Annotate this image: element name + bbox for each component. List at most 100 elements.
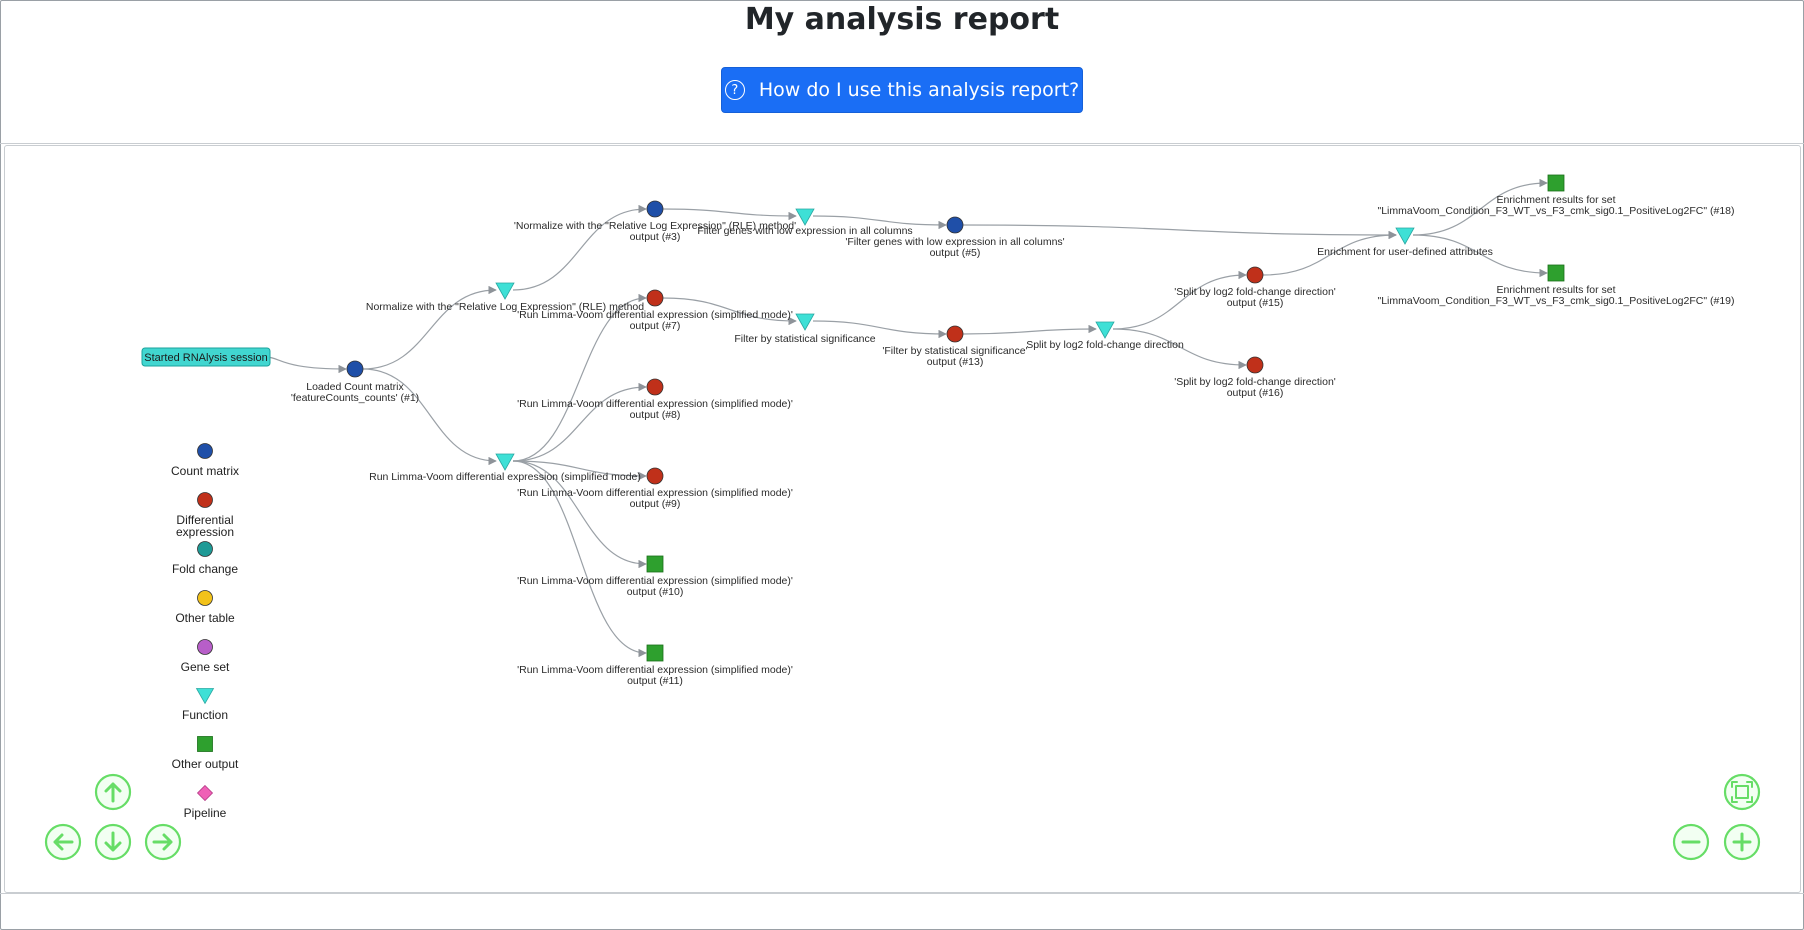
- graph-node-label: output (#15): [1227, 297, 1284, 309]
- pan-right-button[interactable]: [144, 823, 182, 861]
- graph-node-label: Loaded Count matrix: [306, 381, 404, 393]
- graph-node-f_filter_sig[interactable]: Filter by statistical significance: [734, 313, 876, 345]
- graph-edge: [1112, 328, 1247, 370]
- graph-node-label: "LimmaVoom_Condition_F3_WT_vs_F3_cmk_sig…: [1377, 295, 1734, 307]
- graph-node-label: output (#13): [927, 356, 984, 368]
- graph-node-n16[interactable]: 'Split by log2 fold-change direction'out…: [1174, 356, 1336, 399]
- graph-node-n1[interactable]: Loaded Count matrix'featureCounts_counts…: [291, 360, 419, 404]
- legend-label: Pipeline: [184, 806, 227, 820]
- arrow-right-icon: [152, 833, 173, 851]
- graph-node-label: output (#11): [627, 675, 683, 687]
- legend-label: Function: [182, 708, 228, 722]
- graph-node-label: Split by log2 fold-change direction: [1026, 339, 1184, 351]
- fit-to-screen-button[interactable]: [1723, 773, 1761, 811]
- graph-node-label: 'Filter genes with low expression in all…: [845, 236, 1064, 248]
- graph-edge: [812, 320, 947, 339]
- arrow-left-icon: [53, 833, 74, 851]
- graph-node-label: 'Run Limma-Voom differential expression …: [517, 398, 793, 410]
- pan-down-button[interactable]: [94, 823, 132, 861]
- analysis-graph-panel[interactable]: Started RNAlysis session Loaded Count mat…: [4, 145, 1801, 893]
- graph-edge: [512, 460, 647, 658]
- header-divider: [0, 143, 1804, 144]
- graph-node-label: output (#7): [630, 320, 681, 332]
- graph-node-f_rle[interactable]: Normalize with the "Relative Log Express…: [366, 282, 644, 313]
- graph-node-n7[interactable]: 'Run Limma-Voom differential expression …: [517, 289, 793, 332]
- graph-node-label: 'Normalize with the "Relative Log Expres…: [514, 220, 796, 232]
- graph-node-label: 'Filter by statistical significance': [882, 345, 1027, 357]
- legend-label: Other table: [175, 611, 235, 625]
- graph-node-label: Filter genes with low expression in all …: [697, 225, 912, 237]
- graph-node-label: output (#8): [630, 409, 681, 421]
- graph-node-n8[interactable]: 'Run Limma-Voom differential expression …: [517, 378, 793, 421]
- graph-node-label: 'Split by log2 fold-change direction': [1174, 286, 1336, 298]
- graph-node-label: 'Run Limma-Voom differential expression …: [517, 664, 793, 676]
- graph-node-label: Run Limma-Voom differential expression (…: [369, 471, 641, 483]
- legend-item-other-table: Other table: [175, 590, 235, 625]
- arrow-down-icon: [104, 831, 122, 852]
- question-circle-icon: ?: [724, 80, 745, 100]
- fit-screen-icon: [1731, 781, 1753, 803]
- graph-edge: [662, 297, 797, 326]
- graph-node-n9[interactable]: 'Run Limma-Voom differential expression …: [517, 467, 793, 510]
- legend-label: Gene set: [181, 660, 230, 674]
- zoom-out-button[interactable]: [1672, 823, 1710, 861]
- graph-node-n5[interactable]: 'Filter genes with low expression in all…: [845, 216, 1065, 259]
- start-node-label: Started RNAlysis session: [144, 352, 268, 364]
- graph-edge: [362, 285, 497, 370]
- graph-edge: [962, 324, 1097, 335]
- graph-node-n18[interactable]: Enrichment results for set"LimmaVoom_Con…: [1377, 174, 1735, 217]
- page-title: My analysis report: [744, 2, 1060, 37]
- graph-node-f_enrich[interactable]: Enrichment for user-defined attributes: [1317, 227, 1493, 258]
- graph-node-label: 'Run Limma-Voom differential expression …: [517, 309, 793, 321]
- legend-item-gene-set: Gene set: [181, 639, 230, 674]
- graph-node-n15[interactable]: 'Split by log2 fold-change direction'out…: [1174, 266, 1336, 309]
- plus-icon: [1732, 832, 1752, 852]
- graph-edge: [512, 204, 647, 291]
- pan-up-button[interactable]: [94, 773, 132, 811]
- graph-node-label: 'Run Limma-Voom differential expression …: [517, 575, 793, 587]
- graph-node-start[interactable]: Started RNAlysis session: [141, 347, 271, 367]
- graph-node-label: Enrichment results for set: [1496, 194, 1615, 206]
- zoom-in-button[interactable]: [1723, 823, 1761, 861]
- graph-node-n3[interactable]: 'Normalize with the "Relative Log Expres…: [514, 200, 796, 243]
- legend-item-pipeline: Pipeline: [184, 784, 227, 820]
- graph-node-f_filter_low[interactable]: Filter genes with low expression in all …: [697, 208, 913, 237]
- graph-node-n10[interactable]: 'Run Limma-Voom differential expression …: [517, 555, 793, 598]
- legend-item-other-output: Other output: [172, 736, 239, 771]
- graph-edge: [962, 224, 1397, 240]
- legend-label: Differential: [176, 513, 233, 527]
- graph-edge: [1112, 270, 1247, 330]
- graph-node-f_limma[interactable]: Run Limma-Voom differential expression (…: [369, 453, 641, 483]
- graph-edge: [1412, 234, 1548, 278]
- analysis-graph[interactable]: Started RNAlysis session Loaded Count mat…: [5, 146, 1800, 892]
- legend-item-function: Function: [182, 688, 228, 722]
- graph-node-n19[interactable]: Enrichment results for set"LimmaVoom_Con…: [1377, 264, 1735, 307]
- pan-left-button[interactable]: [44, 823, 82, 861]
- graph-node-f_split[interactable]: Split by log2 fold-change direction: [1026, 321, 1184, 351]
- graph-node-n13[interactable]: 'Filter by statistical significance'outp…: [882, 325, 1028, 368]
- graph-node-label: output (#9): [630, 498, 681, 510]
- legend-label: expression: [176, 525, 234, 539]
- footer-divider: [0, 893, 1804, 894]
- graph-edge: [662, 208, 797, 221]
- graph-node-n11[interactable]: 'Run Limma-Voom differential expression …: [517, 644, 793, 687]
- legend-label: Other output: [172, 757, 239, 771]
- legend-label: Fold change: [172, 562, 238, 576]
- arrow-up-icon: [104, 782, 122, 803]
- legend-item-fold-change: Fold change: [172, 541, 238, 576]
- graph-edge: [1412, 178, 1548, 236]
- graph-node-label: Enrichment results for set: [1496, 284, 1615, 296]
- graph-edge: [512, 460, 647, 569]
- graph-edge: [512, 460, 647, 481]
- graph-edge: [265, 356, 347, 374]
- graph-node-label: output (#5): [930, 247, 981, 259]
- graph-edge: [512, 382, 647, 462]
- graph-node-label: output (#10): [627, 586, 684, 598]
- help-button[interactable]: ? How do I use this analysis report?: [721, 67, 1083, 113]
- graph-node-label: Filter by statistical significance: [734, 333, 875, 345]
- graph-node-label: Enrichment for user-defined attributes: [1317, 246, 1493, 258]
- graph-edge: [362, 368, 497, 466]
- help-button-label: How do I use this analysis report?: [758, 79, 1080, 101]
- graph-node-label: 'Split by log2 fold-change direction': [1174, 376, 1336, 388]
